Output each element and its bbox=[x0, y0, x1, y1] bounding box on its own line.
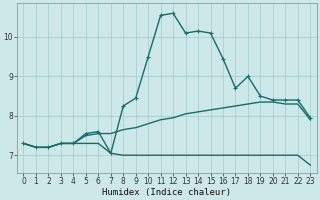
X-axis label: Humidex (Indice chaleur): Humidex (Indice chaleur) bbox=[102, 188, 231, 197]
